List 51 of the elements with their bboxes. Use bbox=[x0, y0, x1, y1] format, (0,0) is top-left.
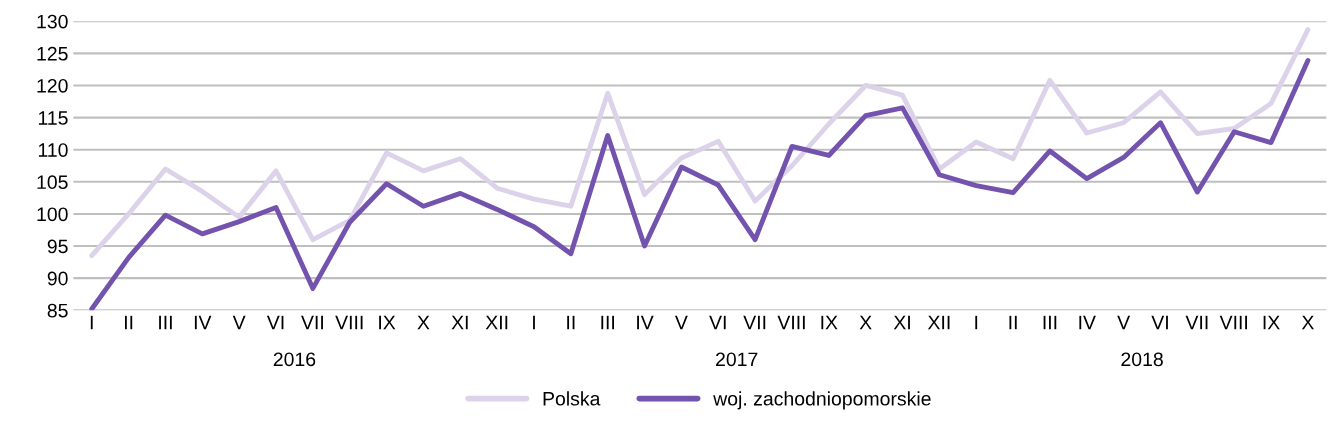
x-tick-label: I bbox=[975, 315, 978, 330]
x-tick-label: VII bbox=[743, 315, 766, 330]
y-tick-label: 85 bbox=[47, 303, 68, 318]
x-tick-label: VIII bbox=[335, 315, 363, 330]
x-tick-label: XII bbox=[927, 315, 950, 330]
x-tick-label: X bbox=[859, 315, 872, 330]
x-tick-label: X bbox=[417, 315, 430, 330]
x-tick-label: IV bbox=[1079, 315, 1096, 330]
x-tick-label: V bbox=[232, 315, 246, 330]
x-tick-label: IX bbox=[1263, 315, 1280, 330]
y-tick-label: 120 bbox=[37, 78, 68, 93]
x-tick-label: I bbox=[533, 315, 535, 330]
x-tick-label: VIII bbox=[777, 315, 805, 330]
y-tick-label: 95 bbox=[47, 239, 68, 254]
x-tick-label: VI bbox=[1151, 315, 1168, 330]
y-tick-label: 130 bbox=[37, 14, 68, 29]
x-tick-label: IV bbox=[637, 315, 654, 330]
x-tick-label: III bbox=[1043, 315, 1057, 330]
x-tick-label: XI bbox=[451, 315, 468, 330]
x-tick-label: IX bbox=[821, 315, 838, 330]
y-tick-label: 105 bbox=[37, 175, 68, 190]
x-tick-label: XII bbox=[485, 315, 508, 330]
x-tick-label: IX bbox=[379, 315, 396, 330]
x-tick-label: III bbox=[601, 315, 614, 330]
x-tick-label: II bbox=[567, 315, 575, 330]
x-tick-label: VII bbox=[1185, 315, 1208, 330]
legend-label: Polska bbox=[543, 391, 601, 406]
x-tick-label: I bbox=[90, 315, 93, 330]
x-tick-label: VIII bbox=[1219, 315, 1247, 330]
line-series bbox=[89, 58, 1311, 311]
x-tick-label: III bbox=[159, 315, 172, 330]
y-tick-label: 125 bbox=[37, 46, 68, 61]
x-tick-label: VI bbox=[709, 315, 726, 330]
x-tick-label: VI bbox=[266, 315, 284, 330]
text: 2017 bbox=[716, 352, 758, 367]
y-tick-label: 90 bbox=[47, 271, 68, 286]
x-tick-label: VII bbox=[301, 315, 323, 330]
legend-label: woj. zachodniopomorskie bbox=[713, 391, 931, 410]
y-tick-label: 110 bbox=[38, 143, 68, 157]
text: 2018 bbox=[1121, 352, 1163, 367]
x-tick-label: IV bbox=[194, 315, 212, 330]
x-tick-label: X bbox=[1301, 315, 1314, 330]
y-tick-label: 100 bbox=[37, 207, 68, 222]
x-tick-label: II bbox=[124, 315, 133, 330]
line-series bbox=[89, 27, 1311, 259]
text: 2016 bbox=[273, 352, 316, 367]
x-tick-label: V bbox=[1117, 315, 1131, 330]
x-tick-label: V bbox=[675, 315, 688, 330]
x-tick-label: II bbox=[1009, 315, 1017, 330]
x-tick-label: XI bbox=[893, 315, 910, 330]
y-tick-label: 115 bbox=[38, 111, 68, 125]
